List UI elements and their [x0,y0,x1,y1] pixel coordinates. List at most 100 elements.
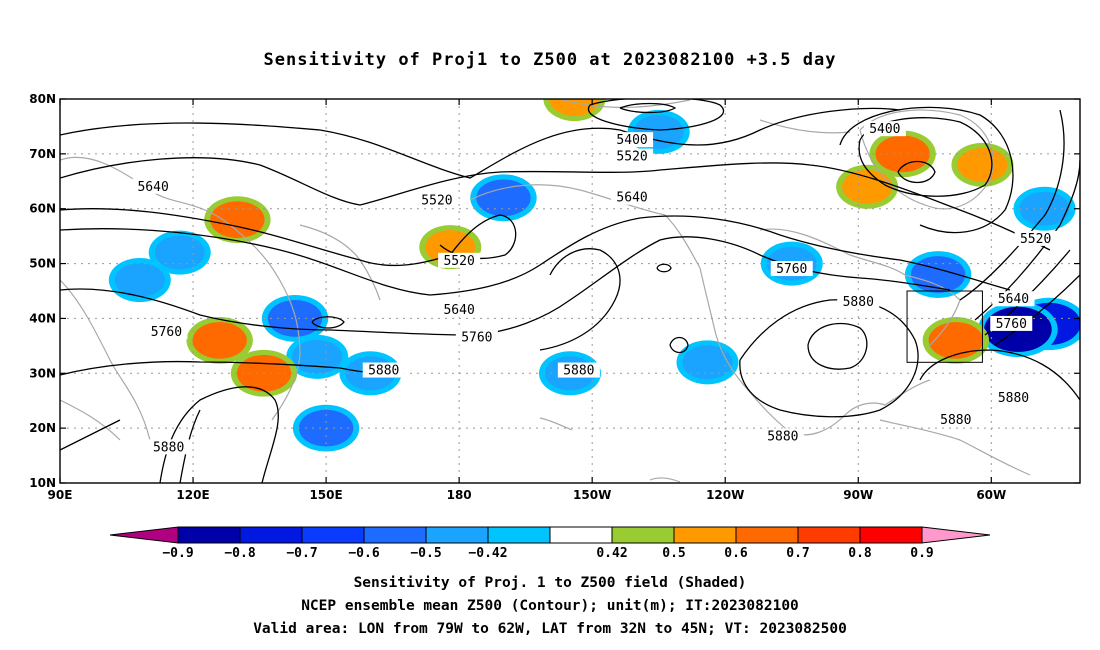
lat-lon-grid [60,99,1080,483]
contour-5880-south [60,360,401,376]
coastline-hudson [759,228,906,276]
colorbar-label: −0.7 [286,546,317,561]
contour-label: 5880 [368,364,399,379]
coastline-north-america-west [699,267,791,433]
contour-label-bg [455,329,498,345]
x-tick-label: 90W [843,488,873,502]
coastline-asia [60,156,301,441]
sensitivity-blob [154,235,205,270]
y-tick-label: 10N [29,476,56,490]
footer-line-3: Valid area: LON from 79W to 62W, LAT fro… [253,621,847,637]
contour-label: 5880 [563,364,594,379]
contour-inner-arctic [619,102,677,114]
colorbar-label: −0.8 [224,546,255,561]
colorbar-swatch [735,526,799,544]
contour-label-bg [611,132,654,148]
x-tick-label: 120W [706,488,744,502]
sensitivity-blob [928,321,984,359]
sensitivity-blob [114,263,165,298]
chart-title: Sensitivity of Proj1 to Z500 at 20230821… [263,50,837,70]
colorbar-swatch [611,526,675,544]
contour-5880-high [807,322,868,370]
contour-label-bg [611,189,654,205]
contour-label: 5880 [940,413,971,428]
colorbar-label: 0.7 [786,546,809,561]
contour-5400-greenland [858,117,993,197]
colorbar-min-triangle [109,526,179,544]
colorbar-max-triangle [921,526,991,544]
colorbar-label: −0.42 [468,546,507,561]
contour-label: 5520 [421,193,452,208]
colorbar-swatch [549,526,613,544]
contour-label-bg [863,121,906,137]
sensitivity-blob [957,147,1008,182]
colorbar-label: −0.9 [162,546,193,561]
contour-label: 5520 [443,254,474,269]
coastline-islands [539,417,681,483]
contour-label-bg [438,302,481,318]
footer-line-1: Sensitivity of Proj. 1 to Z500 field (Sh… [353,575,747,591]
x-tick-label: 60W [976,488,1006,502]
contour-label-bg [415,192,458,208]
colorbar-swatch [363,526,427,544]
contour-5520-greenland [839,106,1014,234]
contour-label: 5520 [616,150,647,165]
contour-label: 5520 [1020,232,1051,247]
contour-5400-arctic [587,99,725,131]
contour-label: 5400 [616,133,647,148]
colorbar-label: −0.5 [410,546,441,561]
contour-5880-atlantic [919,349,1080,401]
contour-5640-north [60,157,1051,251]
x-tick-label: 180 [447,488,472,502]
sensitivity-blob [875,135,930,173]
contour-small-ring-3 [656,263,672,273]
colorbar-label: 0.9 [910,546,933,561]
footer-line-2: NCEP ensemble mean Z500 (Contour); unit(… [301,598,799,614]
colorbar-swatch [301,526,365,544]
colorbar-swatch [673,526,737,544]
x-tick-label: 120E [176,488,209,502]
contour-trough-east-1 [959,109,1065,301]
colorbar-label: −0.6 [348,546,379,561]
colorbar: −0.9 −0.8 −0.7 −0.6 −0.5 −0.42 0.42 0.5 0.6 0.7 0.… [109,526,991,561]
y-tick-label: 40N [29,311,56,325]
contour-label: 5880 [998,391,1029,406]
y-tick-label: 50N [29,257,56,271]
contour-label-bg [132,178,175,194]
contour-5640-mid [60,215,1011,296]
sensitivity-blob [476,179,531,217]
contour-label: 5760 [151,325,182,340]
colorbar-swatch [425,526,489,544]
contour-label-bg [611,148,654,164]
contour-label: 5760 [461,331,492,346]
colorbar-swatch [487,526,551,544]
colorbar-label: 0.42 [596,546,627,561]
contour-5520-north [60,107,901,179]
coastline-caribbean [879,419,1031,476]
contour-small-ring-1 [311,316,345,329]
colorbar-swatch [797,526,861,544]
contour-small-ring-2 [669,336,689,354]
contour-label: 5640 [616,191,647,206]
contour-label-bg [362,362,405,378]
contour-label: 5760 [996,317,1027,332]
sensitivity-blob [549,99,600,116]
colorbar-label: 0.6 [724,546,748,561]
contour-label: 5640 [443,303,474,318]
sensitivity-shading-layer [108,99,1080,452]
colorbar-swatch [859,526,923,544]
contour-label: 5880 [153,440,184,455]
contour-label-bg [557,362,600,378]
sensitivity-blob [682,345,733,380]
contour-inner-greenland [897,160,936,184]
contour-5880-center [539,248,621,351]
contour-label-bg [145,324,188,340]
y-tick-label: 30N [29,366,56,380]
contour-label-bg [837,293,880,309]
axis-ticks: 90E 120E 150E 180 150W 120W 90W 60W 80N 70N 60N 50N… [29,92,1080,502]
sensitivity-blob [842,169,893,204]
contour-label: 5880 [767,429,798,444]
contour-label-bg [990,315,1033,331]
sensitivity-blob [1019,191,1070,226]
y-tick-label: 20N [29,421,56,435]
